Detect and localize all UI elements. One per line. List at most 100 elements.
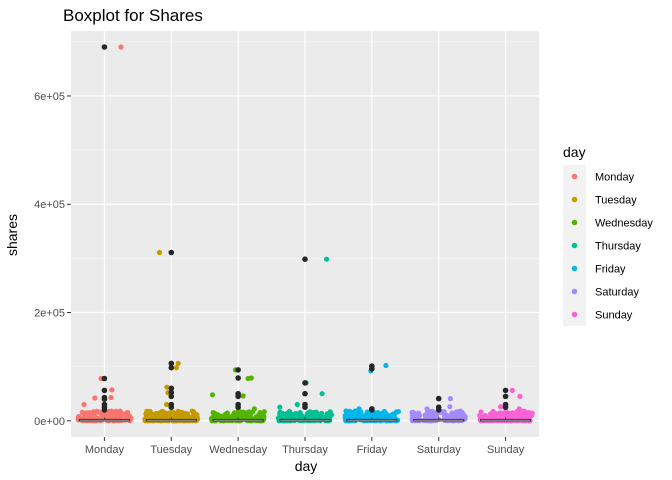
- jitter-point: [517, 393, 523, 399]
- legend-item-sunday: Sunday: [563, 303, 633, 326]
- jitter-point: [495, 413, 501, 419]
- jitter-point: [529, 410, 535, 416]
- legend-label: Friday: [595, 264, 626, 276]
- jitter-point: [294, 401, 300, 408]
- box-sunday: [480, 387, 532, 422]
- jitter-point: [88, 412, 94, 418]
- jitter-point: [324, 256, 330, 262]
- box: [480, 418, 532, 422]
- jitter-point: [523, 410, 529, 416]
- box-saturday: [413, 395, 465, 422]
- x-tick-label: Thursday: [282, 444, 328, 456]
- x-tick-label: Friday: [357, 444, 388, 456]
- jitter-point: [114, 409, 120, 415]
- legend-title: day: [563, 144, 586, 160]
- jitter-point: [319, 391, 325, 397]
- x-axis-title: day: [295, 458, 318, 474]
- outlier-point: [302, 380, 308, 386]
- box-tuesday: [145, 249, 197, 422]
- jitter-point: [258, 412, 264, 418]
- legend-label: Wednesday: [595, 218, 653, 230]
- jitter-point: [409, 410, 415, 416]
- x-tick-label: Monday: [85, 444, 125, 456]
- jitter-point: [416, 411, 422, 417]
- outlier-point: [235, 367, 241, 373]
- jitter-point: [313, 409, 319, 415]
- legend-swatch: [571, 173, 578, 180]
- legend-swatch: [571, 265, 578, 272]
- jitter-point: [447, 396, 453, 402]
- jitter-point: [277, 409, 283, 415]
- outlier-point: [168, 249, 175, 256]
- jitter-point: [324, 411, 330, 417]
- outlier-point: [302, 256, 308, 263]
- jitter-point: [96, 409, 102, 415]
- jitter-point: [108, 410, 114, 416]
- jitter-point: [184, 411, 191, 417]
- jitter-point: [509, 387, 515, 393]
- jitter-point: [305, 410, 311, 416]
- outlier-point: [502, 387, 509, 394]
- outlier-point: [101, 387, 108, 394]
- jitter-point: [251, 406, 257, 412]
- box: [279, 418, 331, 422]
- jitter-point: [164, 401, 170, 408]
- jitter-point: [209, 392, 216, 398]
- outlier-point: [101, 407, 108, 413]
- jitter-point: [459, 410, 465, 416]
- jitter-point: [518, 411, 524, 417]
- jitter-point: [118, 44, 124, 50]
- legend-swatch: [571, 288, 578, 295]
- outlier-point: [168, 364, 175, 371]
- outlier-point: [168, 404, 175, 411]
- jitter-point: [123, 412, 129, 418]
- box: [212, 418, 264, 422]
- outlier-point: [235, 393, 241, 400]
- legend-label: Thursday: [595, 241, 641, 253]
- jitter-point: [502, 412, 508, 418]
- legend-label: Sunday: [595, 310, 633, 322]
- jitter-point: [108, 394, 114, 401]
- jitter-point: [424, 406, 430, 412]
- jitter-point: [245, 375, 251, 382]
- legend-item-saturday: Saturday: [563, 280, 640, 303]
- x-tick-label: Tuesday: [150, 444, 192, 456]
- box: [413, 418, 465, 422]
- jitter-point: [164, 384, 170, 390]
- jitter-point: [221, 413, 227, 420]
- y-tick-label: 4e+05: [34, 199, 65, 211]
- jitter-point: [444, 412, 450, 419]
- legend-swatch: [571, 219, 578, 226]
- box: [78, 418, 130, 422]
- chart-title: Boxplot for Shares: [63, 6, 203, 25]
- outlier-point: [101, 44, 108, 50]
- legend-label: Saturday: [595, 287, 640, 299]
- outlier-point: [101, 375, 108, 382]
- legend-item-monday: Monday: [563, 165, 635, 188]
- jitter-point: [395, 409, 401, 415]
- y-axis-title: shares: [4, 214, 20, 256]
- box-friday: [346, 363, 398, 422]
- jitter-point: [284, 410, 290, 417]
- jitter-point: [382, 411, 388, 417]
- y-tick-label: 6e+05: [34, 91, 65, 103]
- box-thursday: [279, 256, 331, 422]
- legend-item-wednesday: Wednesday: [563, 211, 653, 234]
- legend: Monday Tuesday Wednesday Thursday Friday Satu…: [563, 165, 653, 326]
- legend-item-friday: Friday: [563, 257, 626, 280]
- jitter-point: [92, 395, 98, 401]
- jitter-point: [477, 413, 483, 419]
- jitter-point: [391, 412, 397, 418]
- jitter-point: [244, 410, 250, 416]
- outlier-point: [435, 407, 442, 413]
- box: [145, 418, 197, 422]
- jitter-point: [516, 406, 522, 412]
- legend-item-tuesday: Tuesday: [563, 188, 637, 211]
- outlier-point: [502, 404, 509, 411]
- jitter-point: [498, 404, 504, 410]
- outlier-point: [168, 360, 175, 367]
- jitter-point: [453, 409, 459, 415]
- legend-swatch: [571, 242, 578, 249]
- jitter-point: [372, 412, 378, 418]
- jitter-point: [318, 410, 325, 416]
